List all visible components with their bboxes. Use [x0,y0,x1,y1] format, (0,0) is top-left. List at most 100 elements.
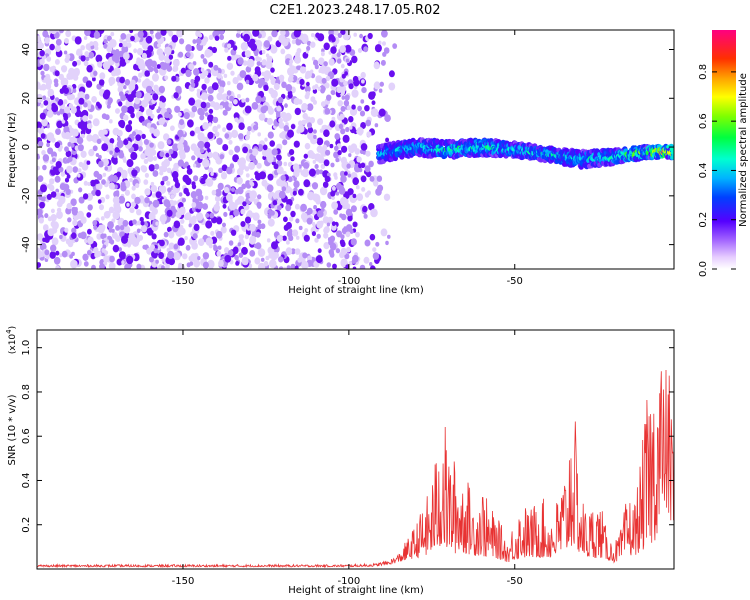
noise-blob [126,255,134,265]
noise-blob [324,82,330,89]
noise-blob [193,68,200,76]
noise-blob [81,133,85,139]
noise-blob [289,65,296,73]
noise-blob [64,38,69,44]
noise-blob [312,85,317,90]
noise-blob [241,98,246,103]
noise-blob [144,197,150,204]
noise-blob [190,82,196,88]
noise-blob [306,217,313,225]
noise-blob [241,246,248,255]
noise-blob [163,231,169,238]
noise-blob [244,50,251,58]
y-tick-label: 0 [21,144,32,150]
noise-blob [303,234,310,242]
noise-blob [266,117,273,126]
noise-blob [295,235,300,240]
noise-blob [180,218,185,224]
noise-blob [113,153,117,159]
spectrogram-frame [36,29,675,270]
noise-blob [356,193,364,202]
noise-blob [186,262,191,268]
noise-blob [315,255,323,264]
noise-blob [224,254,232,263]
noise-blob [301,119,307,125]
noise-blob [153,248,158,254]
noise-blob [338,123,344,129]
noise-blob [37,262,41,268]
noise-blob [70,259,78,269]
noise-blob [41,118,48,127]
noise-blob [254,66,261,73]
x-tick-label: -50 [507,576,523,587]
noise-blob [61,250,68,258]
noise-blob [269,75,275,81]
noise-blob [47,88,55,97]
noise-blob [263,260,269,267]
noise-blob [120,33,127,40]
noise-blob [226,122,233,131]
noise-blob [333,172,338,178]
noise-blob [118,42,123,48]
noise-blob [88,148,95,157]
noise-blob [61,104,65,110]
noise-blob [39,201,45,209]
noise-blob [42,237,46,242]
noise-blob [268,195,272,200]
noise-blob [236,167,244,176]
noise-blob [101,179,106,185]
noise-blob [299,66,307,74]
noise-blob [167,251,175,260]
noise-blob [311,56,316,61]
noise-blob [197,194,204,202]
noise-blob [54,141,61,149]
noise-blob [363,213,368,219]
noise-blob [55,250,60,256]
noise-blob [249,250,256,257]
snr-series [37,369,674,569]
noise-blob [257,194,262,200]
colorbar: 0.0 0.2 0.4 0.6 0.8 Normalized spectral ampl… [698,30,749,277]
noise-blob [267,218,275,227]
noise-blob [200,101,207,109]
noise-blob [71,232,77,239]
noise-blob [352,75,359,83]
noise-blob [139,216,144,223]
noise-blob [294,248,301,255]
noise-blob [84,30,91,37]
colorbar-tick-label: 0.4 [698,162,709,178]
noise-blob [344,44,352,53]
noise-blob [378,108,386,117]
noise-blob [202,122,209,130]
noise-blob [329,120,336,128]
noise-blob [258,262,266,269]
noise-blob [71,208,78,216]
noise-blob [318,57,325,65]
noise-blob [155,221,159,226]
noise-blob [263,70,272,80]
noise-blob [221,93,229,102]
noise-blob [76,105,81,111]
y-tick-label: -40 [21,236,32,252]
noise-blob [265,60,273,69]
noise-blob [124,263,131,269]
noise-blob [301,168,310,178]
noise-blob [331,201,338,210]
noise-blob [297,124,305,133]
noise-blob [366,131,372,138]
noise-blob [158,85,165,94]
noise-blob [112,175,119,183]
noise-blob [194,126,201,134]
noise-blob [341,95,346,100]
noise-blob [260,223,266,230]
noise-blob [156,64,161,69]
noise-blob [131,131,137,137]
noise-blob [214,35,220,41]
noise-blob [129,30,134,34]
noise-blob [228,102,233,108]
noise-blob [352,254,359,263]
noise-blob [336,58,342,64]
noise-blob [221,164,228,172]
noise-blob [320,101,326,107]
noise-blob [58,195,66,205]
